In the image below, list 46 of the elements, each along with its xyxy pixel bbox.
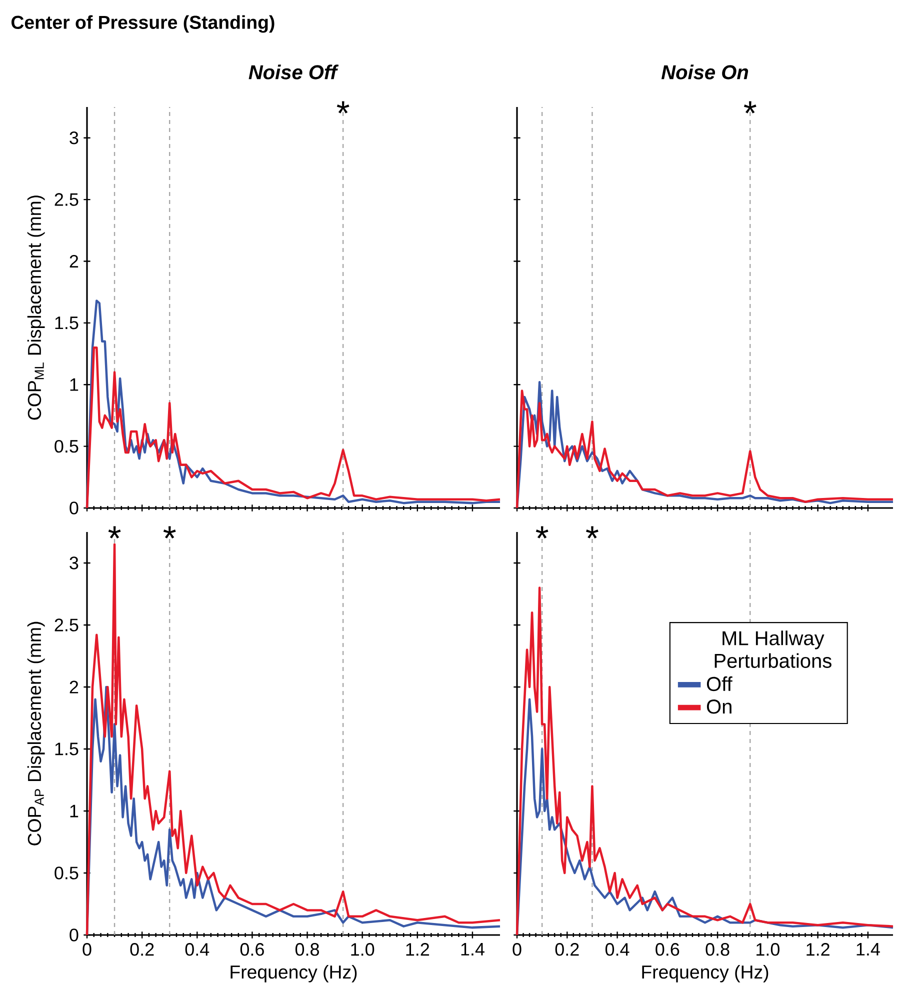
annotation: * xyxy=(336,101,350,114)
legend-label: On xyxy=(706,700,732,714)
chart-title: Center of Pressure (Standing) xyxy=(11,15,274,33)
y-tick-label: 2.5 xyxy=(54,193,78,206)
y-tick-label: 1 xyxy=(70,804,78,818)
x-tick-label: 0.6 xyxy=(656,943,680,956)
chart-subtitle: Noise Off xyxy=(248,64,339,80)
x-tick-label: 1.0 xyxy=(756,943,780,956)
y-axis-title: COP$_{AP}$ Displacement (mm) xyxy=(27,622,45,846)
y-tick-label: 2 xyxy=(70,680,78,694)
x-tick-label: 0.2 xyxy=(555,943,579,956)
x-tick-label: 0.8 xyxy=(295,943,319,956)
x-tick-label: 1.4 xyxy=(856,943,880,956)
y-tick-label: 1 xyxy=(70,378,78,391)
x-axis-title: Frequency (Hz) xyxy=(642,964,768,982)
x-tick-label: 0.4 xyxy=(185,943,210,956)
x-axis-title: Frequency (Hz) xyxy=(230,964,357,982)
y-tick-label: 1.5 xyxy=(55,742,78,756)
x-tick-label: 1.2 xyxy=(806,943,830,956)
y-tick-label: 3 xyxy=(70,556,78,570)
chart-subtitle: Noise On xyxy=(661,64,748,80)
annotation: * xyxy=(744,101,756,114)
x-tick-label: 1.4 xyxy=(461,943,484,956)
y-axis-title: COP$_{ML}$ Displacement (mm) xyxy=(27,196,45,420)
x-tick-label: 1.2 xyxy=(406,943,430,956)
x-tick-label: 0.4 xyxy=(605,943,630,956)
x-tick-label: 0.2 xyxy=(130,943,154,956)
annotation: * xyxy=(163,526,176,538)
annotation: * xyxy=(536,526,548,538)
x-tick-label: 0 xyxy=(512,943,522,956)
y-tick-label: 2 xyxy=(70,254,78,268)
y-tick-label: 0 xyxy=(70,502,78,514)
x-tick-label: 0.8 xyxy=(706,943,730,956)
y-tick-label: 0.5 xyxy=(54,866,78,880)
y-tick-label: 0.5 xyxy=(54,440,78,453)
annotation: * xyxy=(586,526,598,538)
y-tick-label: 3 xyxy=(70,131,78,144)
y-tick-label: 0 xyxy=(70,928,78,942)
x-tick-label: 1.0 xyxy=(351,943,374,956)
x-tick-label: 0 xyxy=(82,943,92,956)
legend-title: ML Hallway Perturbations xyxy=(714,630,832,668)
y-tick-label: 2.5 xyxy=(54,618,78,632)
y-tick-label: 1.5 xyxy=(55,316,78,330)
legend-label: Off xyxy=(706,676,732,692)
annotation: * xyxy=(108,526,121,538)
x-tick-label: 0.6 xyxy=(240,943,264,956)
